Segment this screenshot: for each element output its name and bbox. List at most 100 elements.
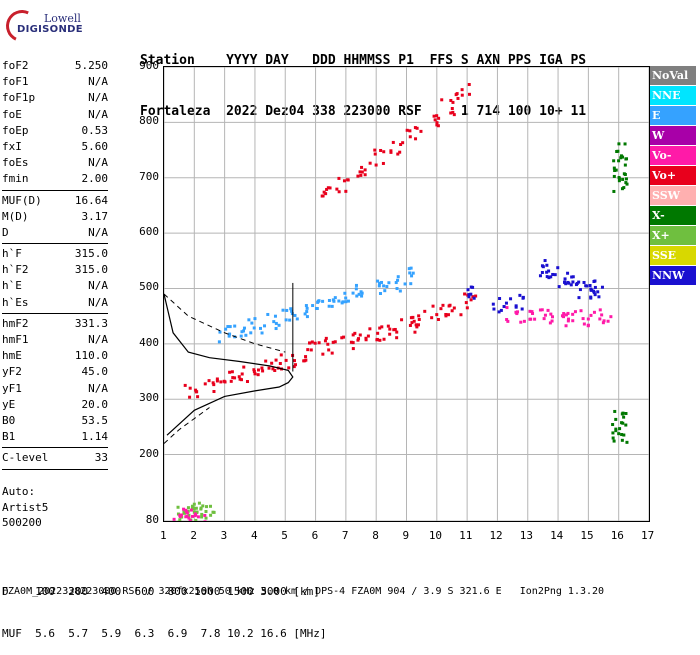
trace-point — [374, 163, 378, 167]
param-value: 315.0 — [74, 247, 108, 261]
trace-point — [408, 271, 412, 275]
trace-point — [459, 313, 463, 317]
trace-point — [467, 293, 471, 297]
trace-point — [355, 294, 359, 298]
trace-point — [619, 156, 623, 160]
trace-point — [522, 319, 526, 323]
trace-point — [194, 506, 198, 510]
trace-point — [620, 412, 624, 416]
trace-point — [395, 287, 399, 291]
trace-point — [549, 312, 553, 316]
trace-point — [602, 319, 606, 323]
x-tick-label: 1 — [160, 529, 167, 542]
trace-point — [340, 336, 344, 340]
file-info: FZA0M_2022338223000.RSF / 320fx256h 50 k… — [2, 586, 605, 597]
trace-point — [471, 295, 475, 299]
trace-point — [289, 307, 293, 311]
trace-point — [344, 296, 348, 300]
trace-point — [273, 369, 277, 373]
trace-point — [344, 189, 348, 193]
trace-point — [211, 381, 215, 385]
param-row: yE 20.0 — [2, 397, 108, 413]
trace-point — [395, 330, 399, 334]
polarization-legend: NoVal NNE E W Vo- Vo+ SSW X- X+ SSE NNW — [650, 66, 696, 286]
trace-point — [612, 189, 616, 193]
profile-extrapolation-upper — [163, 293, 286, 353]
trace-point — [448, 303, 452, 307]
trace-point — [600, 313, 604, 317]
param-row: hmE 110.0 — [2, 348, 108, 364]
trace-point — [582, 280, 586, 284]
trace-point — [349, 340, 353, 344]
trace-point — [266, 312, 270, 316]
trace-point — [411, 271, 415, 275]
legend-item: SSE — [650, 246, 696, 265]
logo-line1: Lowell — [44, 12, 81, 25]
trace-point — [538, 274, 542, 278]
trace-point — [589, 313, 593, 317]
trace-point — [212, 510, 216, 514]
x-tick-label: 4 — [250, 529, 258, 542]
y-tick-label: 800 — [139, 114, 159, 128]
trace-point — [394, 281, 398, 285]
x-tick-label: 10 — [428, 529, 443, 542]
param-value: 53.5 — [81, 413, 109, 427]
trace-point — [359, 173, 363, 177]
param-value: 0.53 — [81, 123, 109, 137]
trace-point — [546, 308, 550, 312]
param-name: foE — [2, 107, 22, 121]
trace-point — [412, 319, 416, 323]
trace-point — [528, 309, 532, 313]
trace-point — [573, 310, 577, 314]
trace-point — [186, 506, 190, 510]
trace-point — [354, 283, 358, 287]
trace-point — [545, 275, 549, 279]
trace-point — [373, 152, 377, 156]
trace-point — [244, 333, 248, 337]
trace-point — [623, 163, 627, 167]
trace-point — [396, 152, 400, 156]
param-value: 331.3 — [74, 316, 108, 330]
trace-point — [260, 366, 264, 370]
trace-point — [356, 338, 360, 342]
trace-point — [385, 285, 389, 289]
trace-point — [408, 135, 412, 139]
trace-point — [315, 307, 319, 311]
trace-point — [182, 507, 186, 511]
param-value: 1.14 — [81, 430, 109, 444]
trace-point — [188, 395, 192, 399]
trace-point — [259, 326, 263, 330]
trace-point — [342, 335, 346, 339]
trace-point — [533, 317, 537, 321]
trace-point — [306, 348, 310, 352]
param-value: 5.250 — [74, 59, 108, 72]
trace-point — [574, 283, 578, 287]
trace-point — [620, 438, 624, 442]
param-value: N/A — [88, 107, 108, 121]
trace-point — [292, 365, 296, 369]
trace-point — [199, 507, 203, 511]
trace-point — [228, 325, 232, 329]
trace-point — [408, 129, 412, 133]
trace-point — [614, 429, 618, 433]
trace-point — [567, 281, 571, 285]
trace-point — [405, 128, 409, 132]
trace-point — [617, 176, 621, 180]
trace-point — [611, 431, 615, 435]
trace-point — [547, 269, 551, 273]
trace-point — [239, 334, 243, 338]
trace-point — [550, 319, 554, 323]
trace-point — [440, 98, 444, 102]
trace-point — [186, 509, 190, 513]
param-row: yF1 N/A — [2, 381, 108, 397]
trace-point — [415, 325, 419, 329]
trace-point — [625, 157, 629, 161]
trace-point — [330, 304, 334, 308]
trace-point — [518, 293, 522, 297]
trace-point — [333, 340, 337, 344]
trace-point — [417, 314, 421, 318]
trace-point — [569, 283, 573, 287]
trace-point — [256, 368, 260, 372]
trace-point — [360, 165, 364, 169]
trace-point — [505, 318, 509, 322]
